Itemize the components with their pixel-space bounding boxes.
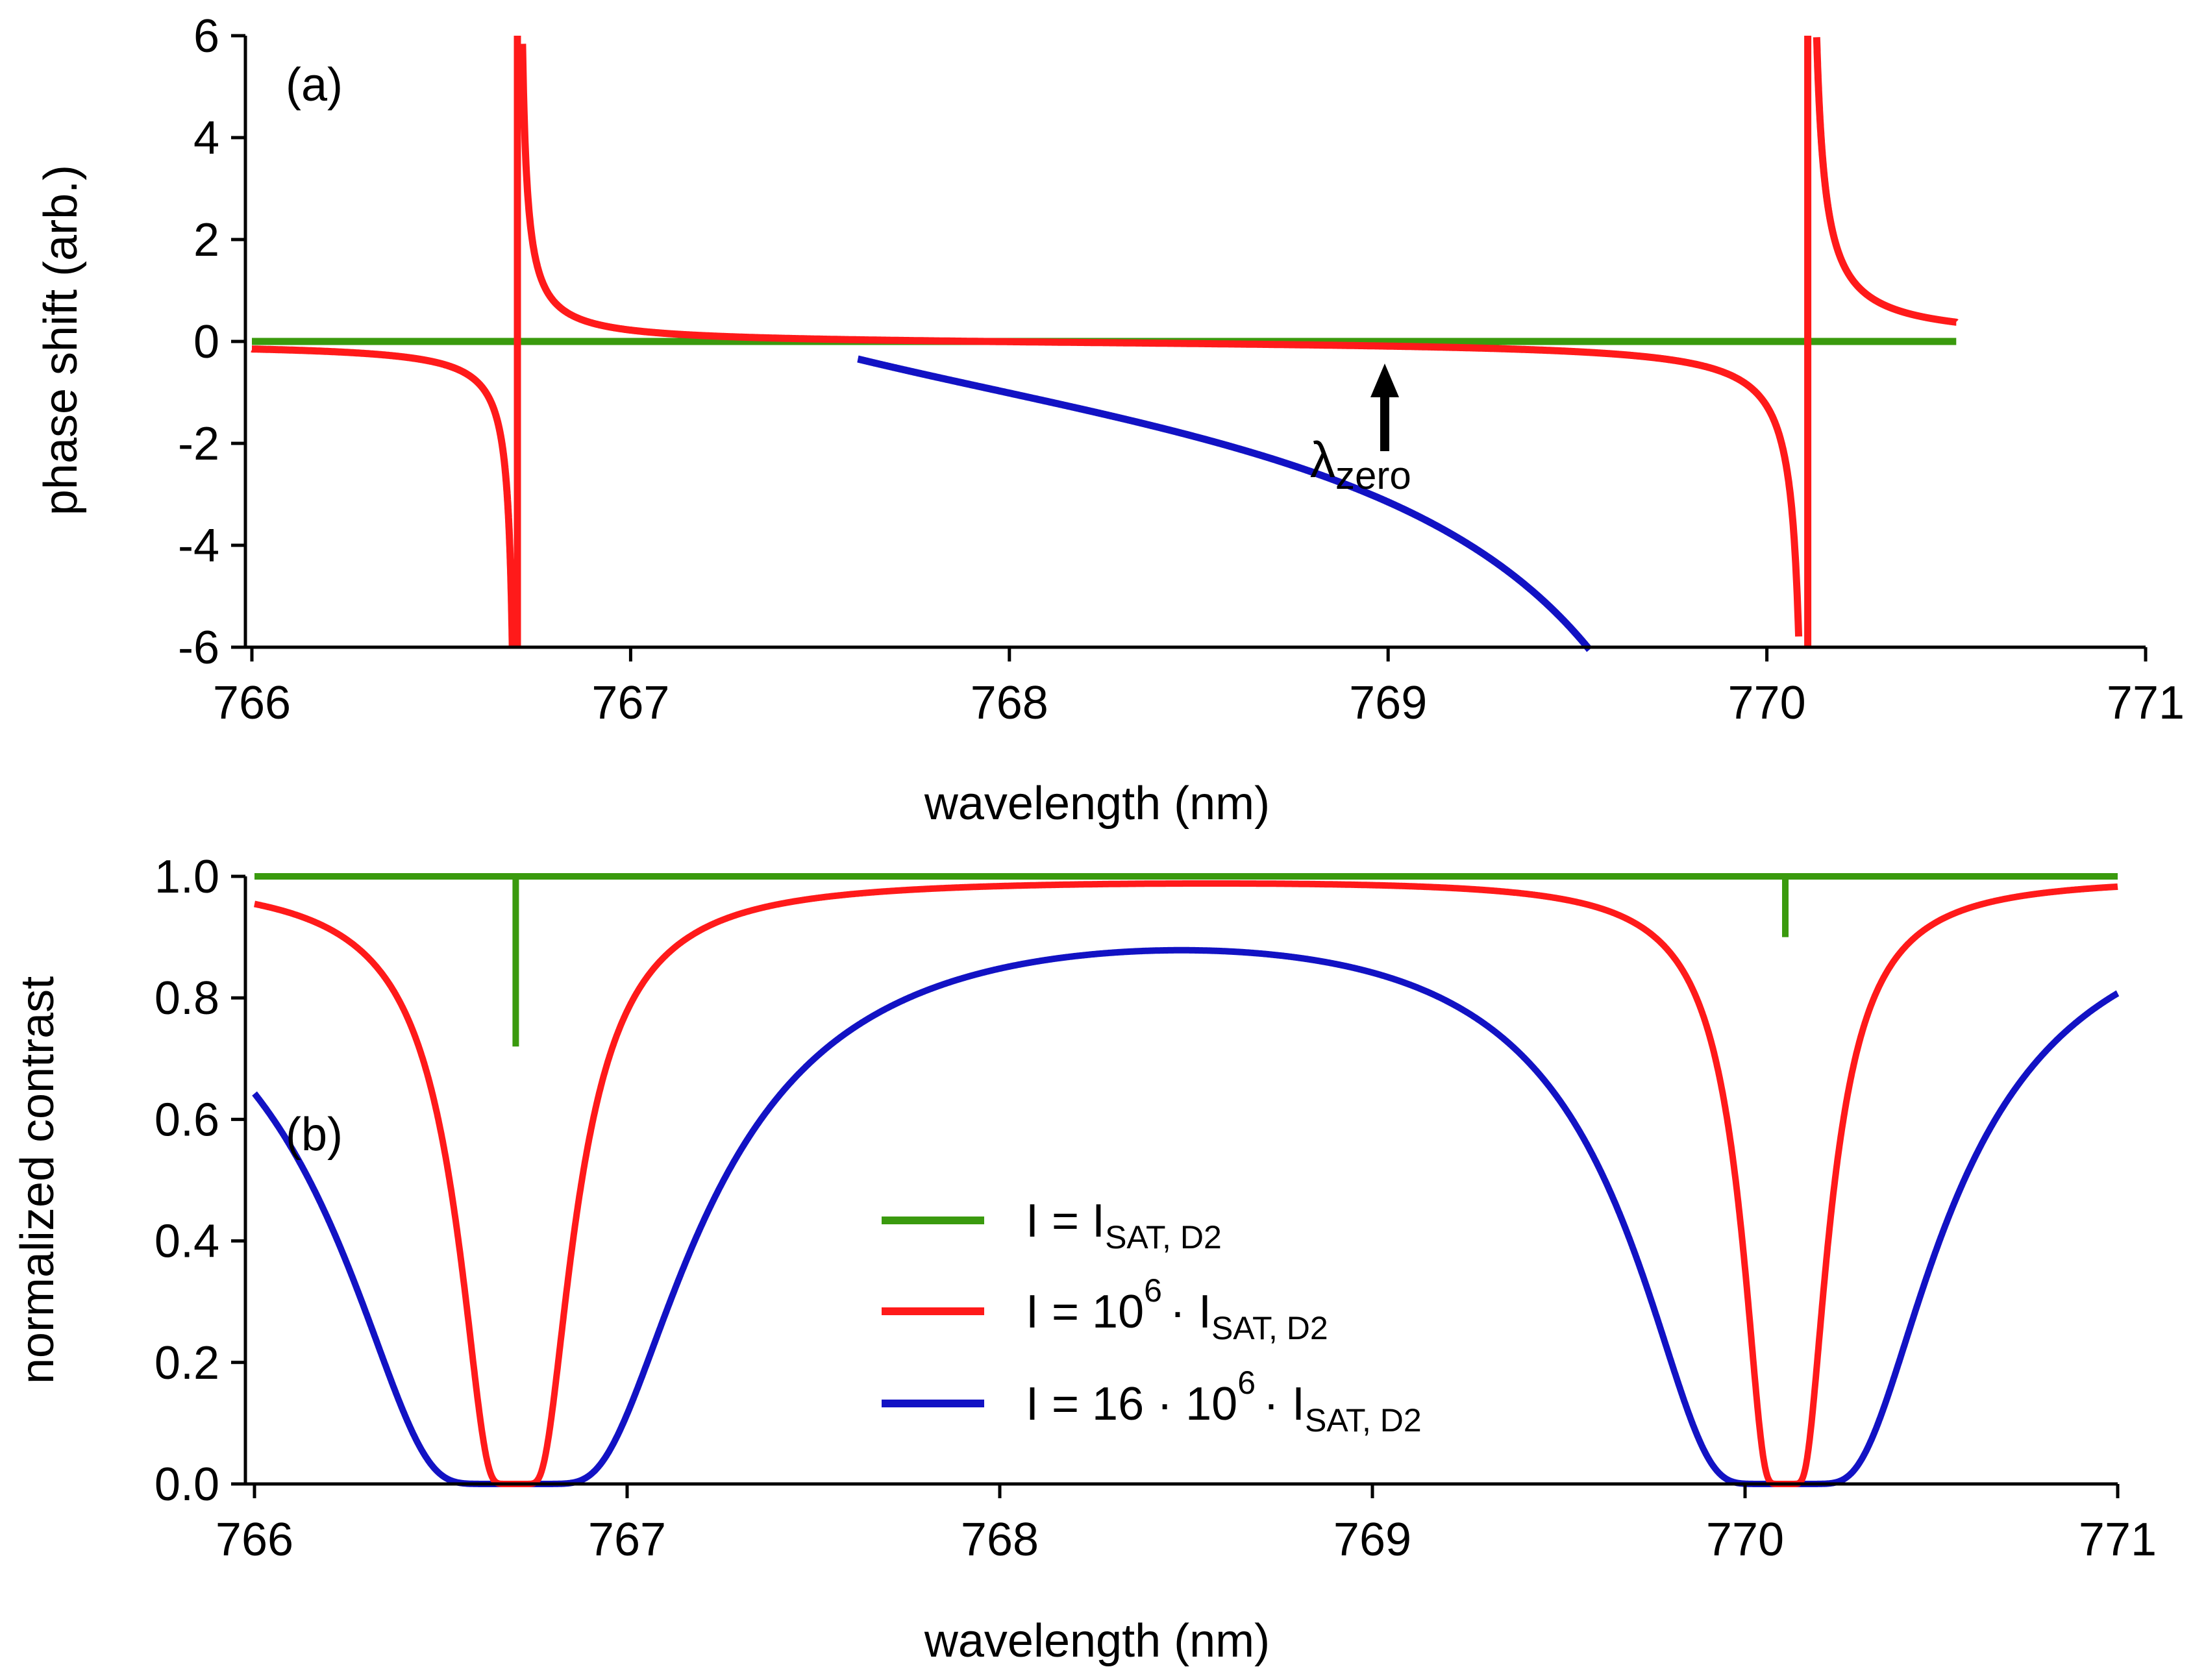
- legend-label-0: I = ISAT, D2: [1026, 1195, 1222, 1255]
- panel-a-y-tick-label: -2: [178, 418, 219, 470]
- series-b-green: [254, 873, 2118, 1047]
- panel-b-y-tick-label: 0.4: [155, 1216, 219, 1268]
- annotation-arrow-head: [1370, 364, 1399, 397]
- panel-b-x-tick-label: 767: [588, 1514, 666, 1566]
- legend-label-1: I = 106 · ISAT, D2: [1026, 1272, 1328, 1346]
- legend-label-2: I = 16 · 106 · ISAT, D2: [1026, 1365, 1422, 1439]
- legend-entry-2: I = 16 · 106 · ISAT, D2: [882, 1365, 1422, 1439]
- panel-a-x-tick-label: 768: [971, 677, 1048, 729]
- panel-b-x-tick-label: 768: [961, 1514, 1039, 1566]
- panel-a-y-label: phase shift (arb.): [35, 165, 87, 515]
- panel-a-y-tick-label: 4: [193, 112, 219, 164]
- panel-a: 766 767 768 769 770 771 -6 -4 -2 0 2 4 6 (a) wavelen…: [35, 10, 2185, 830]
- legend: I = ISAT, D2 I = 106 · ISAT, D2 I = 16 · …: [882, 1195, 1422, 1439]
- annotation-text: λzero: [1310, 431, 1411, 497]
- legend-entry-1: I = 106 · ISAT, D2: [882, 1272, 1328, 1346]
- panel-b-x-tick-label: 770: [1706, 1514, 1784, 1566]
- panel-a-y-tick-label: 2: [193, 214, 219, 266]
- series-a-blue: [857, 355, 1592, 652]
- panel-b-label: (b): [286, 1109, 343, 1161]
- panel-a-x-tick-label: 766: [213, 677, 291, 729]
- panel-b-x-tick-label: 769: [1333, 1514, 1411, 1566]
- panel-b: 766 767 768 769 770 771 0.0 0.2 0.4 0.6 0.8 1.0 (b)…: [12, 851, 2157, 1667]
- panel-a-y-tick-label: -6: [178, 622, 219, 674]
- panel-b-y-tick-label: 0.2: [155, 1337, 219, 1389]
- panel-b-y-tick-label: 1.0: [155, 851, 219, 903]
- panel-a-ticks: 766 767 768 769 770 771 -6 -4 -2 0 2 4 6: [178, 10, 2185, 729]
- panel-a-x-tick-label: 770: [1728, 677, 1806, 729]
- panel-a-series: [248, 35, 1960, 652]
- panel-a-x-tick-label: 767: [591, 677, 669, 729]
- panel-b-y-label: normalized contrast: [12, 976, 64, 1384]
- panel-a-label: (a): [286, 59, 343, 111]
- panel-b-x-label: wavelength (nm): [924, 1615, 1270, 1667]
- panel-a-y-tick-label: 6: [193, 10, 219, 62]
- panel-b-x-tick-label: 771: [2079, 1514, 2157, 1566]
- panel-b-y-tick-label: 0.6: [155, 1094, 219, 1146]
- panel-a-y-tick-label: -4: [178, 520, 219, 572]
- panel-b-y-tick-label: 0.8: [155, 972, 219, 1024]
- panel-a-y-tick-label: 0: [193, 316, 219, 368]
- series-b-red: [252, 880, 2120, 1487]
- panel-b-ticks: 766 767 768 769 770 771 0.0 0.2 0.4 0.6 0.8 1.0: [155, 851, 2157, 1566]
- panel-a-x-label: wavelength (nm): [924, 778, 1270, 830]
- legend-entry-0: I = ISAT, D2: [882, 1195, 1222, 1255]
- panel-b-y-tick-label: 0.0: [155, 1459, 219, 1511]
- panel-a-x-tick-label: 771: [2107, 677, 2185, 729]
- panel-a-x-tick-label: 769: [1349, 677, 1427, 729]
- lambda-zero-annotation: λzero: [1310, 364, 1411, 497]
- panel-b-x-tick-label: 766: [216, 1514, 293, 1566]
- series-a-red: [248, 35, 1960, 647]
